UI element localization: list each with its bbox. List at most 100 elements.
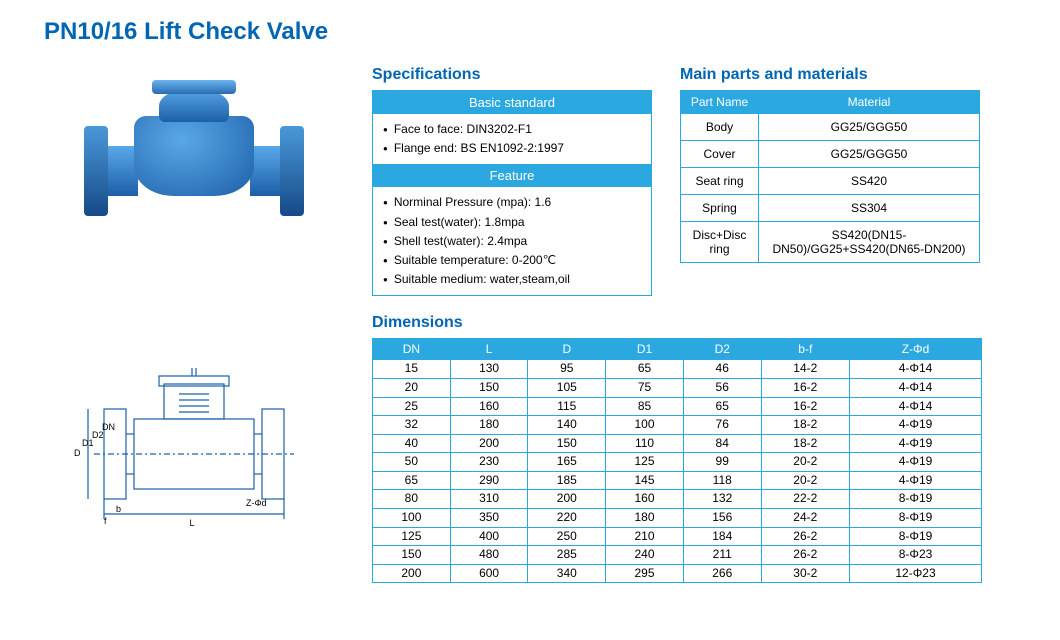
parts-heading: Main parts and materials	[680, 66, 980, 84]
table-cell: 85	[606, 397, 684, 416]
schematic-label-zd: Z-Φd	[246, 498, 267, 508]
table-cell: 140	[528, 416, 606, 435]
table-cell: 130	[450, 360, 528, 379]
table-cell: 118	[683, 471, 761, 490]
table-cell: 184	[683, 527, 761, 546]
table-cell: 25	[373, 397, 451, 416]
table-cell: 230	[450, 453, 528, 472]
spec-row: Suitable temperature: 0-200℃	[383, 251, 641, 270]
table-cell: SS304	[758, 195, 979, 222]
table-cell: 8-Φ19	[850, 527, 982, 546]
table-cell: 12-Φ23	[850, 564, 982, 583]
table-cell: 4-Φ19	[850, 453, 982, 472]
table-cell: 110	[606, 434, 684, 453]
spec-row: Norminal Pressure (mpa): 1.6	[383, 193, 641, 212]
table-cell: 16-2	[761, 397, 849, 416]
dimensions-column-header: Z-Φd	[850, 339, 982, 360]
table-cell: Cover	[681, 141, 759, 168]
table-row: 15048028524021126-28-Φ23	[373, 546, 982, 565]
table-row: Disc+Disc ringSS420(DN15-DN50)/GG25+SS42…	[681, 222, 980, 263]
dimensions-right: Dimensions DNLDD1D2b-fZ-Φd 1513095654614…	[372, 314, 1030, 583]
spec-row: Face to face: DIN3202-F1	[383, 120, 641, 139]
dimensions-column-header: D2	[683, 339, 761, 360]
table-cell: 310	[450, 490, 528, 509]
table-cell: 4-Φ19	[850, 471, 982, 490]
table-cell: 350	[450, 509, 528, 528]
specifications-section: Specifications Basic standard Face to fa…	[372, 66, 652, 296]
table-row: 20150105755616-24-Φ14	[373, 378, 982, 397]
dimensions-column-header: DN	[373, 339, 451, 360]
table-cell: 600	[450, 564, 528, 583]
feature-header: Feature	[373, 164, 651, 187]
table-cell: 165	[528, 453, 606, 472]
schematic-label-d: D	[74, 448, 81, 458]
table-cell: 160	[606, 490, 684, 509]
dimensions-section: L b f D D1 D2 DN Z-Φd Dimensions DNLDD1D…	[44, 314, 1030, 583]
table-cell: 30-2	[761, 564, 849, 583]
table-cell: 50	[373, 453, 451, 472]
table-cell: 14-2	[761, 360, 849, 379]
table-cell: 24-2	[761, 509, 849, 528]
table-row: 502301651259920-24-Φ19	[373, 453, 982, 472]
table-cell: 210	[606, 527, 684, 546]
dimensions-table: DNLDD1D2b-fZ-Φd 1513095654614-24-Φ142015…	[372, 338, 982, 583]
table-cell: 84	[683, 434, 761, 453]
dimensions-column-header: D	[528, 339, 606, 360]
table-cell: 22-2	[761, 490, 849, 509]
table-cell: 46	[683, 360, 761, 379]
spec-row: Suitable medium: water,steam,oil	[383, 270, 641, 289]
table-cell: 290	[450, 471, 528, 490]
valve-illustration	[64, 66, 324, 236]
table-cell: 160	[450, 397, 528, 416]
table-cell: 285	[528, 546, 606, 565]
table-cell: 125	[606, 453, 684, 472]
table-row: 25160115856516-24-Φ14	[373, 397, 982, 416]
table-cell: 125	[373, 527, 451, 546]
table-row: BodyGG25/GGG50	[681, 114, 980, 141]
dimensions-header-row: DNLDD1D2b-fZ-Φd	[373, 339, 982, 360]
parts-column-header: Part Name	[681, 91, 759, 114]
table-row: 1513095654614-24-Φ14	[373, 360, 982, 379]
valve-schematic: L b f D D1 D2 DN Z-Φd	[64, 364, 324, 534]
table-cell: 156	[683, 509, 761, 528]
table-cell: 100	[373, 509, 451, 528]
table-row: CoverGG25/GGG50	[681, 141, 980, 168]
parts-column-header: Material	[758, 91, 979, 114]
table-cell: Seat ring	[681, 168, 759, 195]
table-cell: 132	[683, 490, 761, 509]
table-cell: 4-Φ14	[850, 378, 982, 397]
dimensions-column-header: b-f	[761, 339, 849, 360]
page-title: PN10/16 Lift Check Valve	[44, 18, 1030, 46]
table-cell: 100	[606, 416, 684, 435]
schematic-label-b: b	[116, 504, 121, 514]
top-row: Specifications Basic standard Face to fa…	[44, 66, 1030, 296]
table-cell: 8-Φ19	[850, 490, 982, 509]
table-cell: 8-Φ19	[850, 509, 982, 528]
table-cell: 95	[528, 360, 606, 379]
table-cell: 4-Φ14	[850, 397, 982, 416]
table-cell: 32	[373, 416, 451, 435]
table-cell: SS420	[758, 168, 979, 195]
table-row: 20060034029526630-212-Φ23	[373, 564, 982, 583]
table-cell: 480	[450, 546, 528, 565]
spec-row: Shell test(water): 2.4mpa	[383, 232, 641, 251]
table-cell: 20-2	[761, 471, 849, 490]
table-cell: 150	[450, 378, 528, 397]
table-cell: 99	[683, 453, 761, 472]
table-cell: 340	[528, 564, 606, 583]
table-cell: 76	[683, 416, 761, 435]
table-cell: 40	[373, 434, 451, 453]
table-cell: 200	[450, 434, 528, 453]
parts-table-header-row: Part NameMaterial	[681, 91, 980, 114]
schematic-label-f: f	[104, 516, 107, 526]
table-cell: 250	[528, 527, 606, 546]
specifications-box: Basic standard Face to face: DIN3202-F1F…	[372, 90, 652, 296]
table-cell: 200	[528, 490, 606, 509]
table-cell: 65	[606, 360, 684, 379]
schematic-label-l: L	[189, 518, 194, 528]
right-top: Specifications Basic standard Face to fa…	[372, 66, 1030, 296]
table-row: 12540025021018426-28-Φ19	[373, 527, 982, 546]
table-cell: 20	[373, 378, 451, 397]
dimensions-column-header: L	[450, 339, 528, 360]
table-cell: 400	[450, 527, 528, 546]
